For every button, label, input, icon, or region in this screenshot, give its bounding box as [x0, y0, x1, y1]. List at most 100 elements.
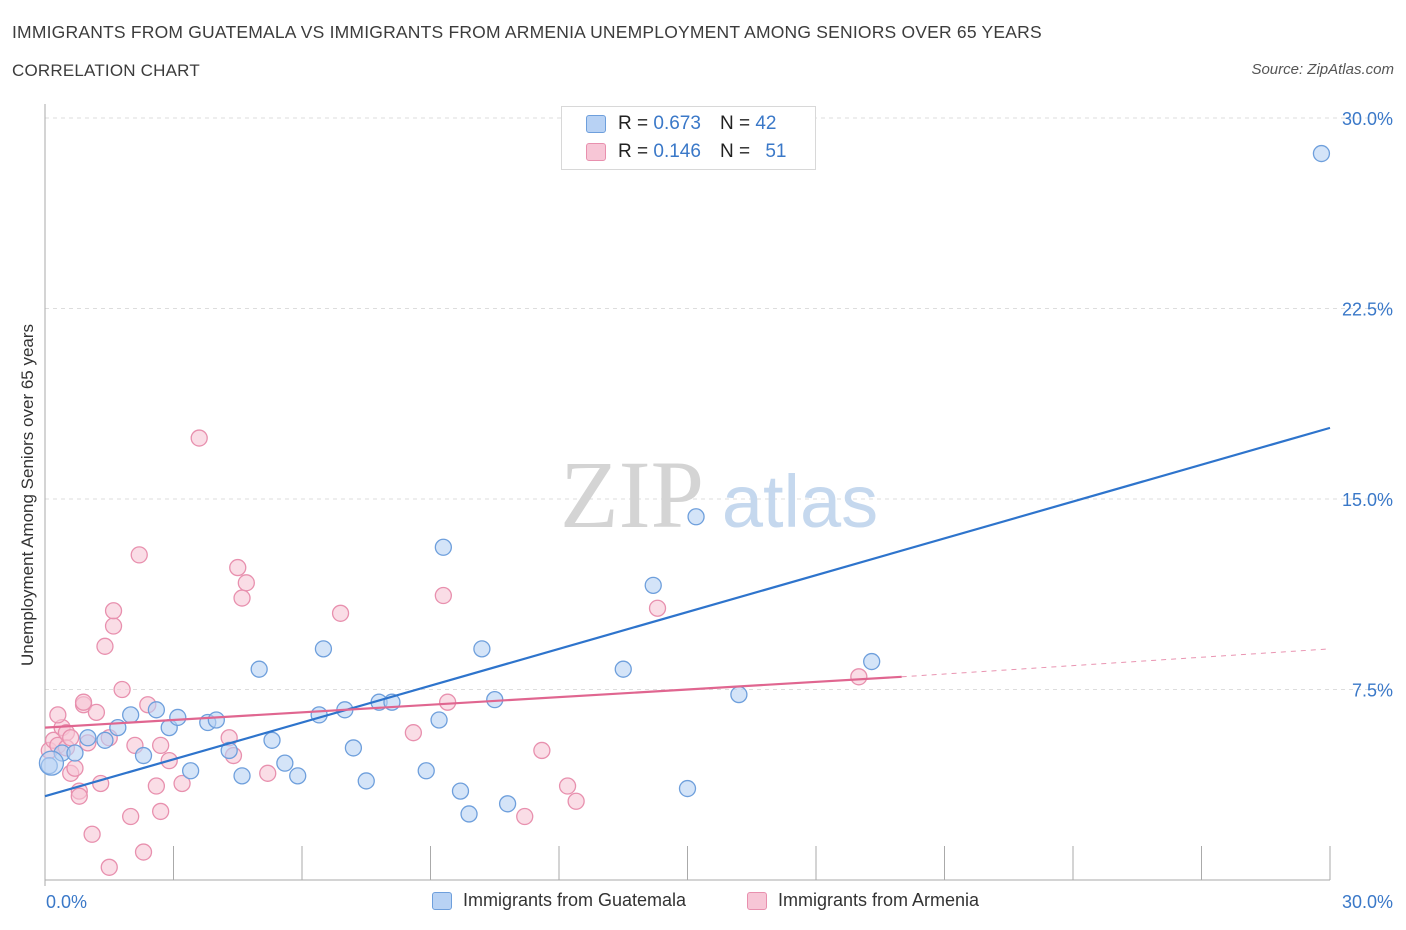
guatemala-point — [314, 640, 333, 658]
guatemala-point — [687, 508, 705, 526]
y-tick-label: 22.5% — [1342, 300, 1393, 320]
armenia-point — [122, 807, 140, 826]
trend-lines — [44, 426, 1331, 798]
guatemala-point — [460, 805, 478, 823]
armenia-point — [438, 693, 457, 711]
bottom-legend-label-armenia: Immigrants from Armenia — [778, 890, 980, 910]
armenia-point — [648, 599, 667, 617]
guatemala-point — [644, 576, 662, 595]
armenia-point — [70, 787, 88, 805]
armenia-point — [558, 777, 577, 795]
bottom-legend-label-guatemala: Immigrants from Guatemala — [463, 890, 687, 910]
guatemala-point — [263, 731, 281, 749]
guatemala-point — [66, 744, 84, 762]
guatemala-point — [678, 779, 697, 798]
guatemala-point-cluster — [38, 750, 65, 776]
watermark-zip: ZIP — [560, 441, 704, 548]
chart-title: IMMIGRANTS FROM GUATEMALA VS IMMIGRANTS … — [12, 22, 1042, 42]
armenia-point — [74, 693, 93, 711]
legend-r-value-guatemala: 0.673 — [653, 113, 701, 134]
legend-row-guatemala: R = 0.673 N = 42 — [586, 113, 776, 135]
correlation-legend: R = 0.673 N = 42 R = 0.146 N = 51 — [561, 106, 816, 170]
armenia-points — [40, 429, 868, 876]
legend-row-armenia: R = 0.146 N = 51 — [586, 141, 786, 163]
legend-n-label: N = — [719, 113, 751, 134]
armenia-trend-extrapolation — [901, 648, 1331, 678]
guatemala-point — [357, 772, 375, 790]
guatemala-point — [122, 706, 140, 724]
guatemala-point — [417, 762, 435, 780]
armenia-point — [134, 843, 153, 861]
guatemala-point — [169, 708, 187, 727]
armenia-point — [113, 680, 131, 699]
guatemala-point — [79, 729, 97, 747]
armenia-point — [100, 858, 118, 876]
armenia-point — [62, 729, 80, 747]
guatemala-point — [207, 711, 225, 729]
legend-r-label: R = — [618, 141, 649, 162]
guatemala-point — [344, 739, 363, 757]
legend-n-value-guatemala: 42 — [755, 113, 777, 134]
guatemala-point — [430, 711, 448, 729]
armenia-point — [567, 792, 585, 810]
guatemala-point — [434, 538, 453, 556]
guatemala-point — [614, 660, 632, 678]
armenia-point — [533, 741, 551, 760]
legend-r-value-armenia: 0.146 — [653, 141, 701, 162]
guatemala-points — [38, 144, 1331, 823]
guatemala-point — [250, 660, 268, 678]
legend-r-label: R = — [618, 113, 649, 134]
armenia-point — [49, 706, 67, 724]
legend-n-label: N = — [719, 141, 751, 162]
guatemala-point — [289, 767, 307, 785]
y-tick-label: 15.0% — [1342, 490, 1393, 510]
armenia-point — [66, 759, 84, 777]
armenia-point — [331, 604, 350, 622]
legend-n-value-armenia: 51 — [765, 141, 787, 162]
guatemala-point — [451, 782, 470, 800]
armenia-point — [147, 777, 166, 795]
legend-swatch-armenia — [586, 143, 606, 161]
armenia-point — [87, 703, 106, 722]
y-tick-label: 30.0% — [1342, 109, 1393, 129]
guatemala-point — [276, 754, 294, 772]
armenia-point — [434, 586, 453, 605]
source-credit: Source: ZipAtlas.com — [1251, 61, 1394, 78]
bottom-legend-swatch-armenia — [747, 891, 767, 910]
armenia-point — [850, 668, 868, 686]
watermark: ZIP atlas — [560, 441, 878, 548]
armenia-point — [190, 429, 208, 447]
bottom-legend-armenia[interactable]: Immigrants from Armenia — [747, 890, 979, 911]
guatemala-point — [181, 762, 200, 780]
legend-swatch-guatemala — [586, 115, 606, 133]
guatemala-point — [96, 731, 114, 749]
armenia-point — [237, 574, 255, 592]
chart-subtitle: CORRELATION CHART — [12, 61, 200, 80]
guatemala-point — [134, 746, 153, 765]
y-tick-label: 7.5% — [1352, 681, 1393, 701]
armenia-point — [151, 736, 170, 755]
tick-labels: 7.5% 15.0% 22.5% 30.0% 0.0% 30.0% — [46, 109, 1393, 912]
armenia-point — [104, 617, 123, 635]
armenia-point — [83, 825, 101, 843]
guatemala-point — [147, 701, 166, 719]
armenia-point — [229, 558, 247, 577]
guatemala-point — [863, 652, 881, 671]
armenia-point — [259, 764, 277, 782]
armenia-point — [151, 802, 170, 821]
bottom-legend-swatch-guatemala — [432, 891, 452, 910]
guatemala-point — [233, 767, 251, 785]
armenia-point — [516, 807, 534, 826]
guatemala-point — [730, 685, 748, 704]
x-tick-label-max: 30.0% — [1342, 892, 1393, 912]
x-tick-label-min: 0.0% — [46, 892, 87, 912]
armenia-trend-line — [44, 675, 902, 729]
armenia-point — [96, 637, 114, 655]
armenia-point — [404, 724, 423, 742]
armenia-point — [130, 546, 148, 564]
bottom-legend-guatemala[interactable]: Immigrants from Guatemala — [432, 890, 686, 911]
guatemala-point — [498, 795, 517, 813]
armenia-point — [104, 602, 123, 620]
armenia-point — [173, 774, 191, 793]
